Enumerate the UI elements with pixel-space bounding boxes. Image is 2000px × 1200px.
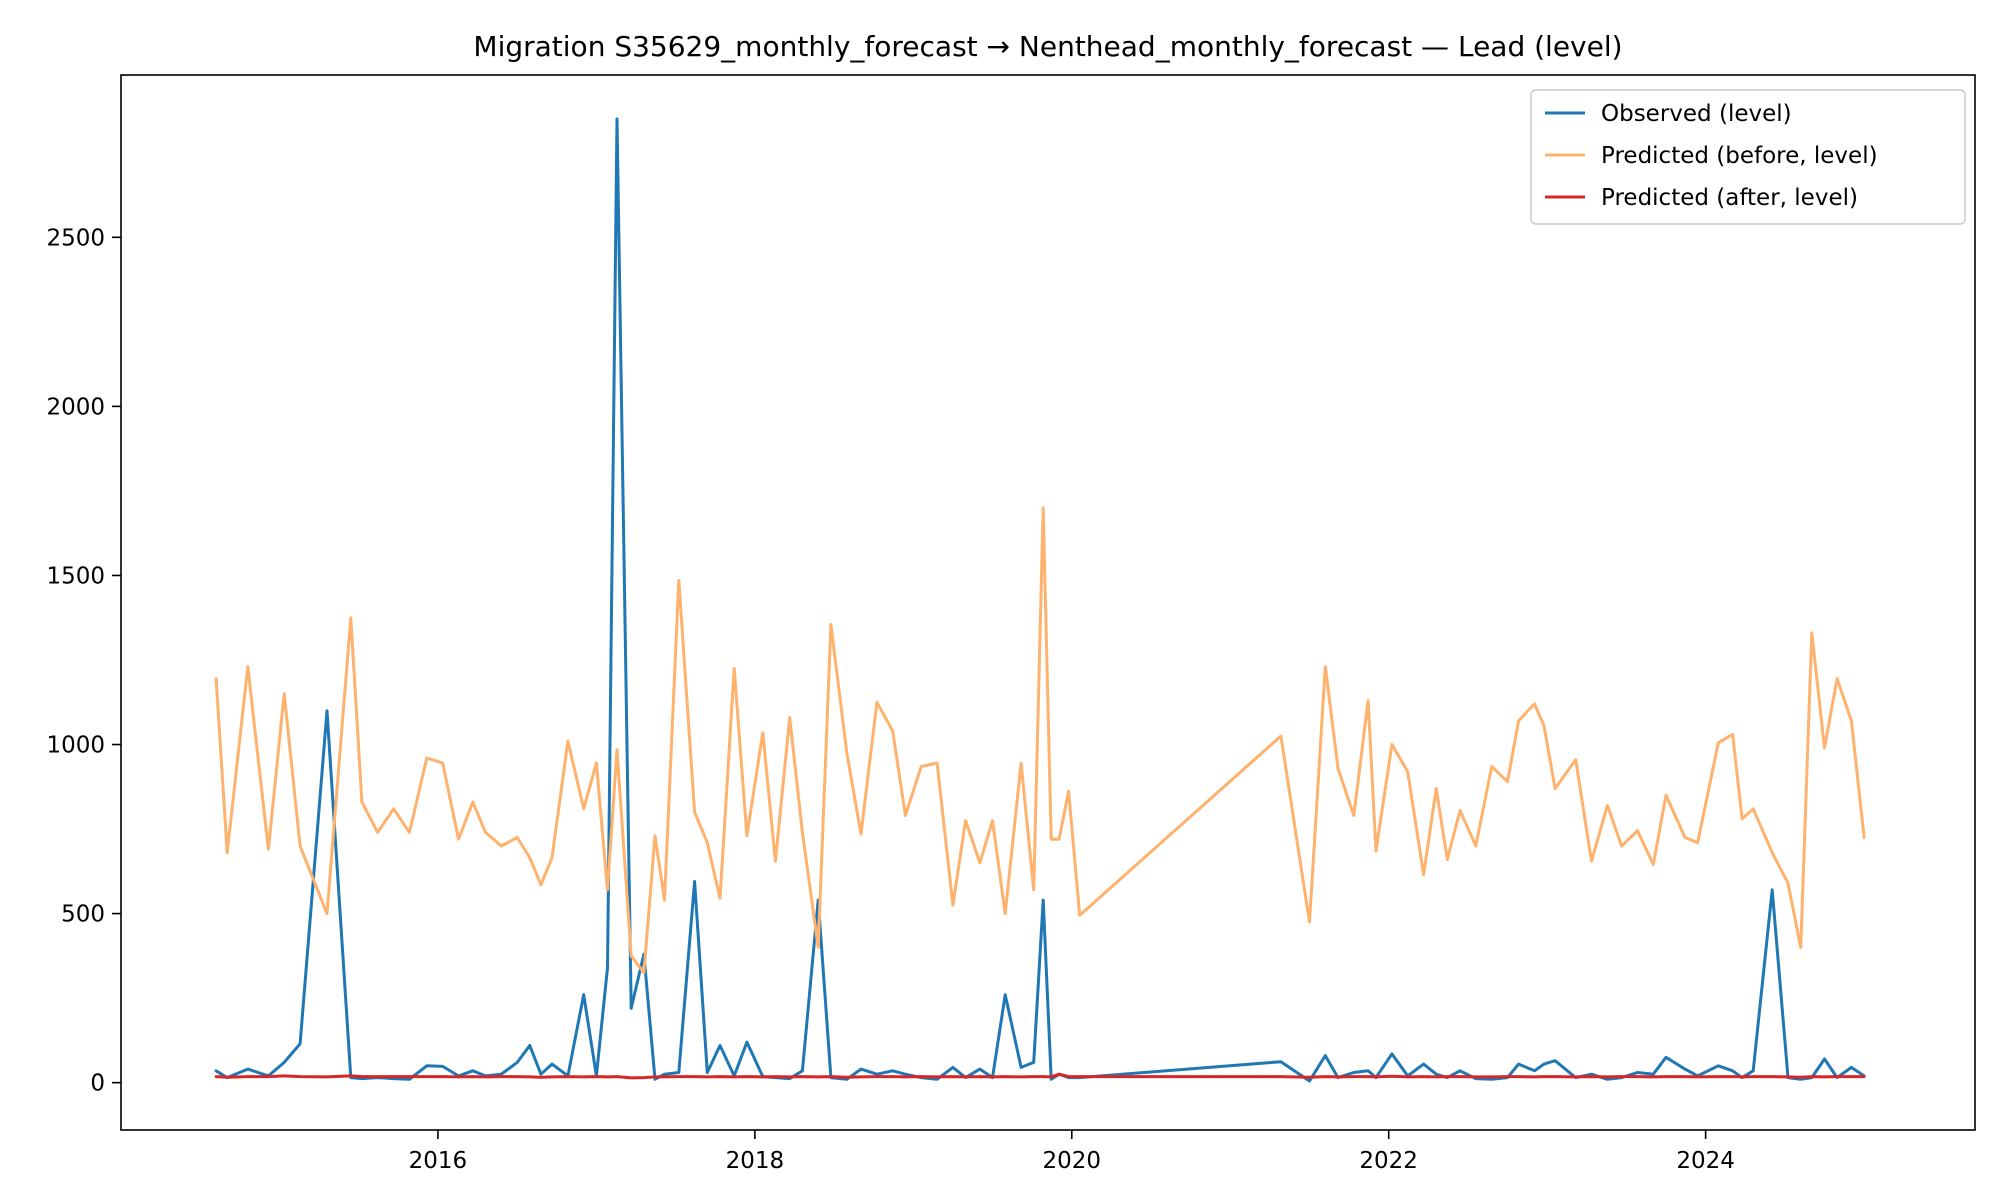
chart-title: Migration S35629_monthly_forecast → Nent…: [473, 30, 1622, 63]
y-axis: 0 500 1000 1500 2000 2500: [46, 225, 121, 1097]
legend-label-1: Predicted (before, level): [1601, 143, 1878, 169]
x-tick-label: 2016: [409, 1148, 468, 1174]
plot-frame: [120, 74, 1976, 1131]
series-layer: [214, 117, 1866, 1083]
y-tick-label: 1000: [46, 733, 105, 759]
y-tick-label: 500: [61, 902, 105, 928]
x-tick-label: 2018: [726, 1148, 785, 1174]
legend-label-2: Predicted (after, level): [1601, 185, 1858, 211]
legend: Observed (level) Predicted (before, level…: [1530, 89, 1966, 225]
x-tick-label: 2022: [1359, 1148, 1418, 1174]
y-tick-label: 0: [90, 1071, 105, 1097]
y-tick-label: 1500: [46, 563, 105, 589]
x-axis: 2016 2018 2020 2022 2024: [409, 1130, 1735, 1174]
y-tick-label: 2000: [46, 394, 105, 420]
legend-label-0: Observed (level): [1601, 101, 1792, 127]
series-line-2: [214, 1072, 1866, 1080]
y-tick-label: 2500: [46, 225, 105, 251]
x-tick-label: 2024: [1676, 1148, 1735, 1174]
x-tick-label: 2020: [1042, 1148, 1101, 1174]
series-line-1: [214, 506, 1866, 975]
legend-box: [1530, 89, 1966, 225]
